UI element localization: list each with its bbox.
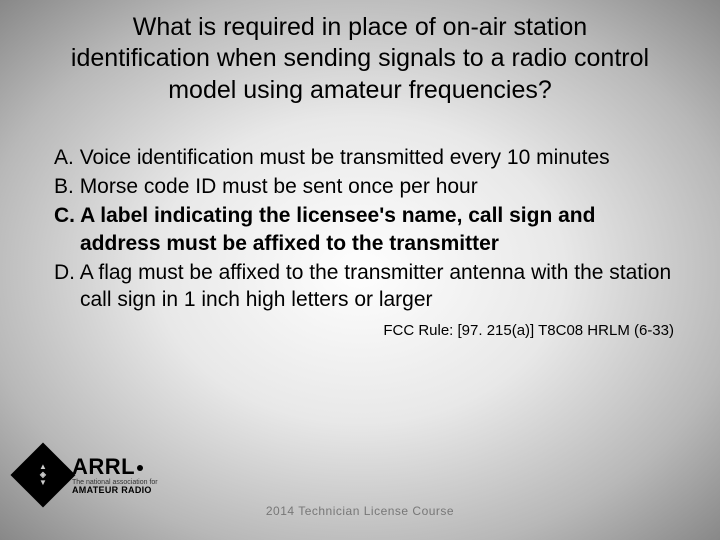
- answer-b-letter: B.: [54, 175, 74, 198]
- answer-d-letter: D.: [54, 261, 75, 284]
- logo-diamond-icon: ▲◈▼: [10, 442, 75, 507]
- logo-dot-icon: [137, 465, 143, 471]
- answer-a-text: Voice identification must be transmitted…: [80, 146, 610, 169]
- logo-text: ARRL The national association for AMATEU…: [72, 456, 158, 495]
- logo-subtitle-2: AMATEUR RADIO: [72, 486, 158, 495]
- answer-c: C. A label indicating the licensee's nam…: [44, 202, 676, 257]
- answer-d-text: A flag must be affixed to the transmitte…: [80, 261, 671, 311]
- slide-container: What is required in place of on-air stat…: [0, 0, 720, 540]
- answer-d: D. A flag must be affixed to the transmi…: [44, 259, 676, 314]
- answer-c-letter: C.: [54, 204, 75, 227]
- rule-reference: FCC Rule: [97. 215(a)] T8C08 HRLM (6-33): [40, 322, 680, 339]
- question-text: What is required in place of on-air stat…: [40, 12, 680, 106]
- footer-text: 2014 Technician License Course: [0, 504, 720, 518]
- answer-list: A. Voice identification must be transmit…: [40, 144, 680, 314]
- arrl-logo: ▲◈▼ ARRL The national association for AM…: [20, 452, 158, 498]
- answer-c-text: A label indicating the licensee's name, …: [80, 204, 595, 254]
- answer-b: B. Morse code ID must be sent once per h…: [44, 173, 676, 200]
- answer-a-letter: A.: [54, 146, 74, 169]
- answer-a: A. Voice identification must be transmit…: [44, 144, 676, 171]
- logo-name: ARRL: [72, 454, 135, 479]
- answer-b-text: Morse code ID must be sent once per hour: [80, 175, 478, 198]
